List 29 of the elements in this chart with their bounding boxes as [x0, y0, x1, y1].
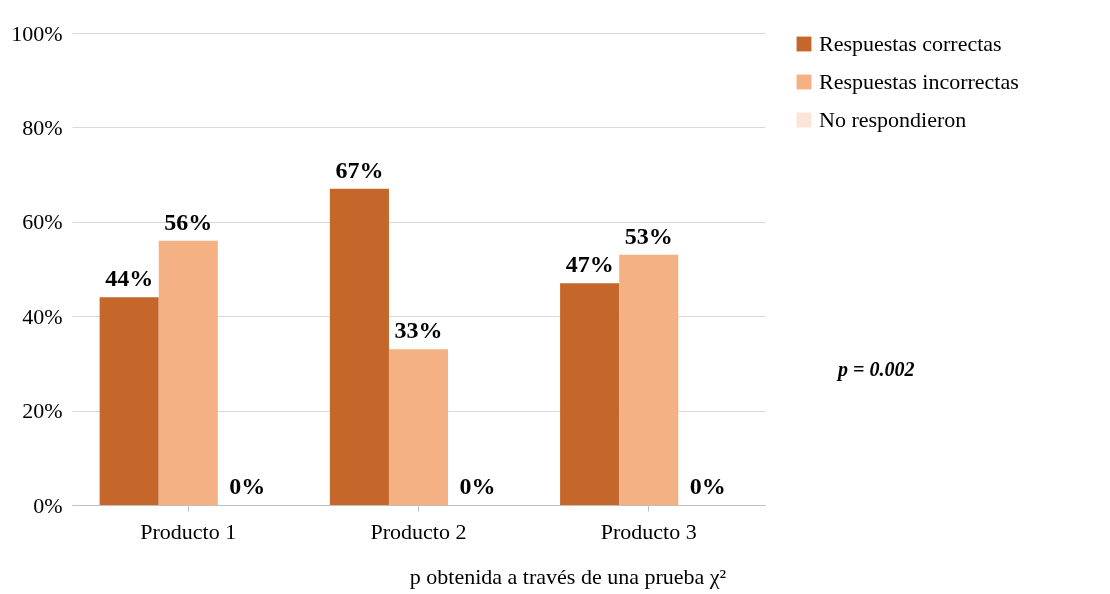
legend-label: Respuestas correctas [819, 31, 1002, 56]
text: 0% [689, 473, 726, 499]
text: p obtenida a través de una prueba χ² [408, 564, 728, 590]
legend-label: No respondieron [819, 107, 967, 132]
text: 33% [394, 317, 443, 344]
x-tick-label: Producto 2 [370, 518, 467, 544]
x-tick-label: Producto 1 [140, 518, 237, 544]
text: 44% [105, 265, 154, 292]
text: 47% [565, 251, 614, 278]
bar [158, 240, 218, 505]
bar [619, 254, 679, 505]
bar [99, 297, 159, 505]
y-tick-label: 20% [22, 398, 63, 424]
y-tick-label: 0% [33, 492, 63, 518]
bar [560, 283, 620, 505]
y-tick-label: 80% [22, 114, 63, 140]
legend-label: Respuestas incorrectas [819, 69, 1019, 94]
text: 67% [335, 156, 384, 183]
y-tick-label: 40% [22, 303, 63, 329]
y-tick-label: 100% [11, 20, 63, 46]
text: 0% [229, 473, 266, 499]
bar [329, 188, 389, 505]
text: p = 0.002 [838, 358, 915, 381]
bar [388, 349, 449, 505]
x-tick-label: Producto 3 [600, 518, 697, 544]
y-tick-label: 60% [22, 209, 63, 235]
text: 56% [164, 208, 213, 235]
text: 0% [459, 473, 496, 499]
text: 53% [624, 222, 673, 249]
